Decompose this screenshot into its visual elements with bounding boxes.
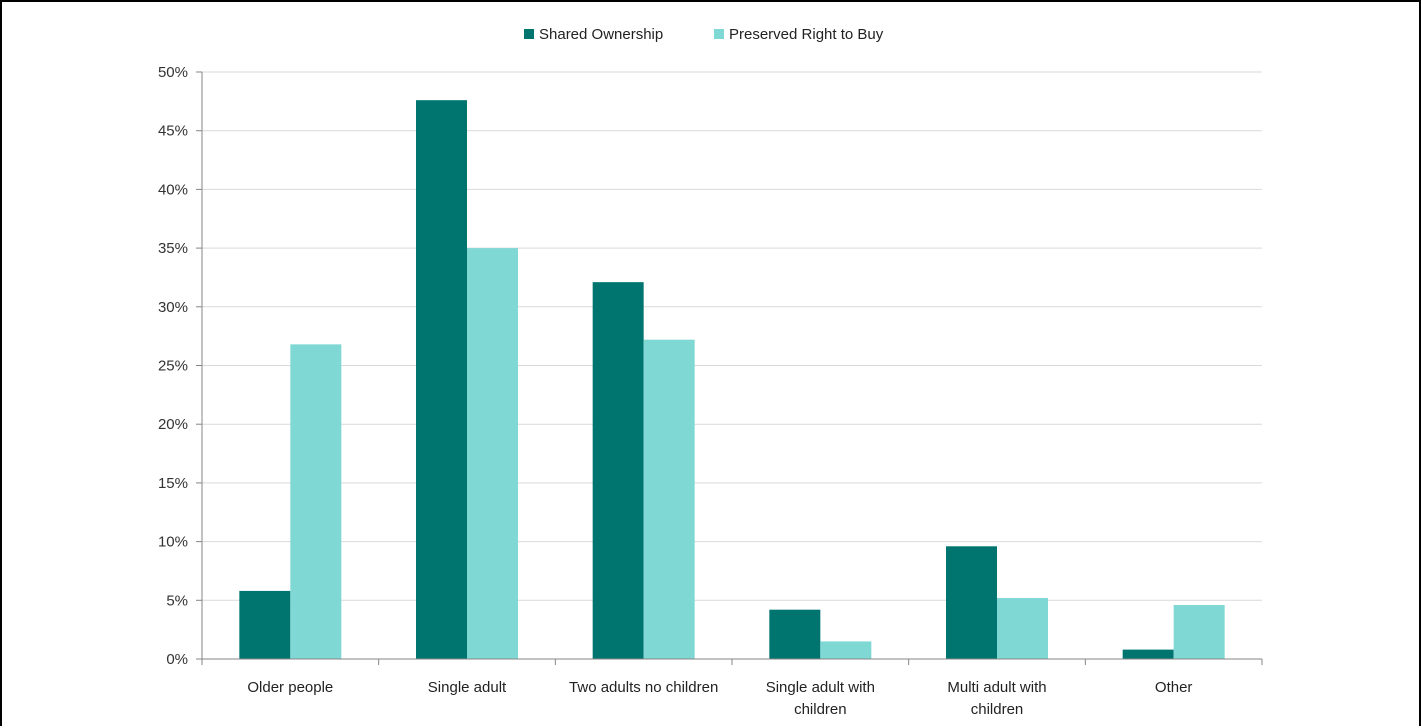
legend-swatch [524,29,534,39]
y-tick-label: 45% [158,123,188,140]
y-tick-label: 5% [166,592,188,609]
y-tick-label: 50% [158,64,188,81]
bar [946,546,997,659]
series-0 [239,100,1174,659]
x-tick-label: Older people [247,679,333,696]
y-axis-ticks: 0% 5% 10% 15% 20% 25% 30% 35% 40% 45% 50% [158,64,188,668]
bar [997,597,1048,659]
x-tick-label: Other [1155,679,1193,696]
bar [467,248,518,659]
y-tick-label: 0% [166,651,188,668]
x-tick-label: children [794,701,847,718]
bar [820,641,872,659]
bar [1173,604,1225,659]
bar [416,100,467,659]
y-tick-label: 40% [158,181,188,198]
x-tick-label: Single adult [428,679,507,696]
bars [239,100,1225,659]
bar [1122,649,1174,659]
bar [769,609,821,659]
bar [239,590,291,659]
bar [643,339,695,659]
gridlines [196,71,1262,660]
x-tick-label: children [971,701,1024,718]
y-tick-label: 20% [158,416,188,433]
y-tick-label: 30% [158,299,188,316]
y-tick-label: 15% [158,475,188,492]
y-tick-label: 25% [158,358,188,375]
bar [592,282,644,659]
legend-label: Preserved Right to Buy [729,26,884,43]
x-axis-ticks: Older people Single adult Two adults no ch… [201,659,1263,718]
legend: Shared Ownership Preserved Right to Buy [524,26,884,43]
legend-swatch [714,29,724,39]
y-tick-label: 10% [158,534,188,551]
y-tick-label: 35% [158,240,188,257]
bar [290,344,342,659]
x-tick-label: Multi adult with [947,679,1046,696]
legend-label: Shared Ownership [539,26,663,43]
x-tick-label: Single adult with [766,679,875,696]
x-tick-label: Two adults no children [569,679,718,696]
series-1 [290,248,1225,659]
